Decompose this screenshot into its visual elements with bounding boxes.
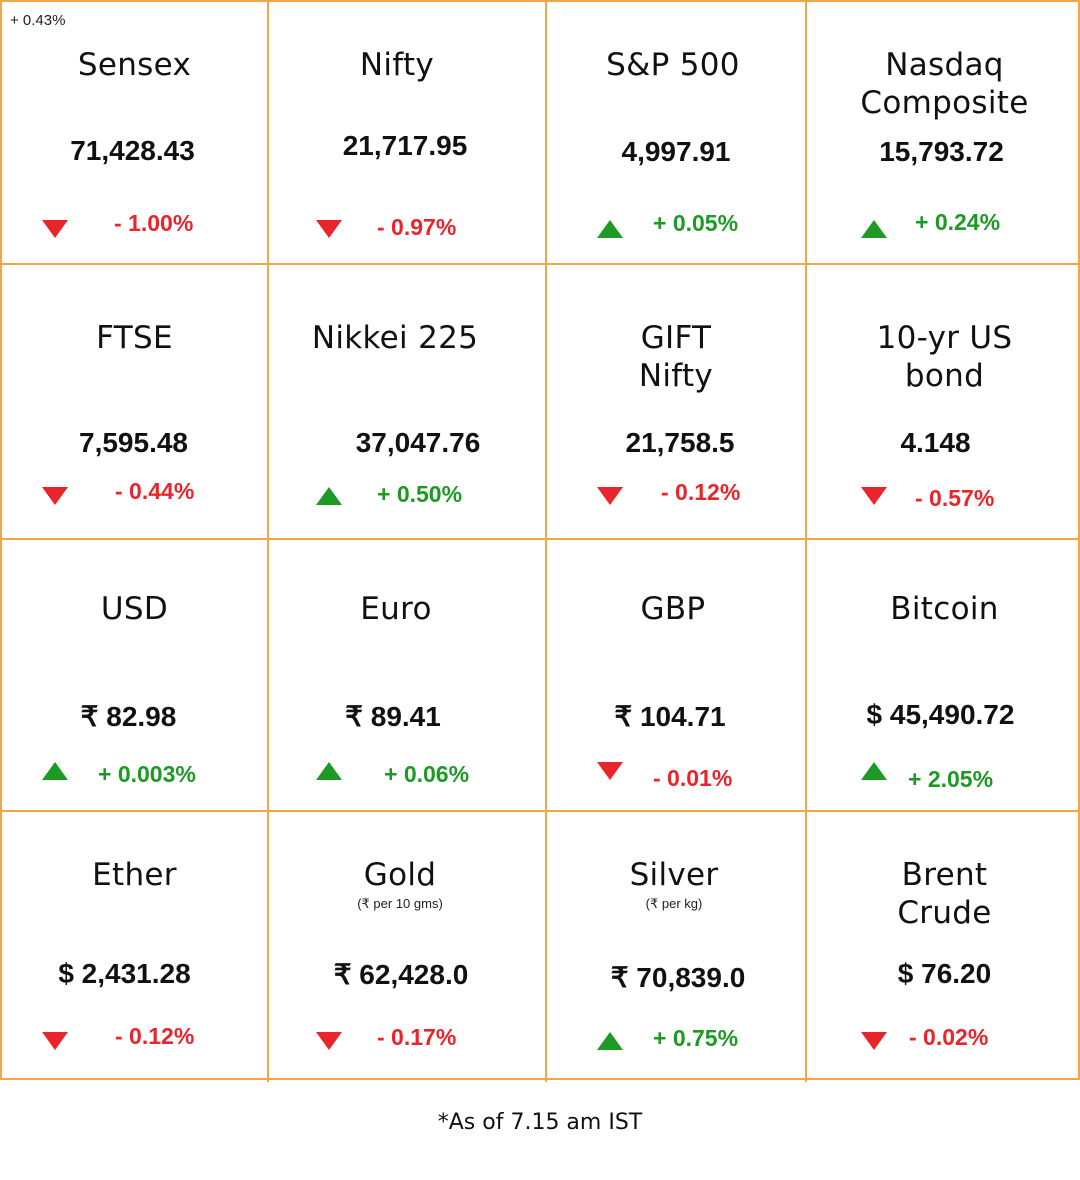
market-grid: Sensex 71,428.43 - 1.00% Nifty 21,717.95… xyxy=(0,0,1080,1082)
tile-name: Brent Crude xyxy=(897,857,992,931)
tile-name: S&P 500 xyxy=(606,47,740,83)
up-arrow-icon xyxy=(316,487,342,505)
tile-value: ₹ 62,428.0 xyxy=(333,959,469,990)
tile-gift-nifty: GIFT Nifty 21,758.5 - 0.12% xyxy=(547,265,807,540)
tile-name: GBP xyxy=(640,591,706,627)
tile-gold: Gold (₹ per 10 gms) ₹ 62,428.0 - 0.17% xyxy=(269,812,547,1082)
tile-brent-crude: Brent Crude $ 76.20 - 0.02% xyxy=(807,812,1080,1082)
tile-nifty: Nifty 21,717.95 - 0.97% xyxy=(269,2,547,265)
tile-euro: Euro ₹ 89.41 + 0.06% xyxy=(269,540,547,812)
corner-note: + 0.43% xyxy=(10,12,66,29)
tile-ftse: FTSE 7,595.48 - 0.44% xyxy=(2,265,269,540)
tile-value: $ 76.20 xyxy=(897,958,992,989)
tile-value: 4.148 xyxy=(900,427,971,458)
tile-unit: (₹ per 10 gms) xyxy=(357,896,443,911)
down-arrow-icon xyxy=(597,762,623,780)
tile-name: 10-yr US bond xyxy=(876,320,1013,394)
tile-value: 4,997.91 xyxy=(621,136,731,167)
tile-name: Ether xyxy=(92,857,177,893)
tile-name: Euro xyxy=(360,591,432,627)
tile-change: + 2.05% xyxy=(908,766,994,792)
up-arrow-icon xyxy=(42,762,68,780)
tile-name: Nikkei 225 xyxy=(311,320,479,356)
tile-value: 15,793.72 xyxy=(879,136,1004,167)
tile-value: ₹ 89.41 xyxy=(345,701,441,732)
down-arrow-icon xyxy=(42,487,68,505)
tile-bitcoin: Bitcoin $ 45,490.72 + 2.05% xyxy=(807,540,1080,812)
tile-name: GIFT Nifty xyxy=(638,320,714,394)
tile-name: Sensex xyxy=(77,47,192,83)
tile-change: - 0.97% xyxy=(377,214,457,240)
down-arrow-icon xyxy=(316,220,342,238)
tile-usd: USD ₹ 82.98 + 0.003% xyxy=(2,540,269,812)
tile-value: ₹ 70,839.0 xyxy=(610,962,746,993)
tile-ether: Ether $ 2,431.28 - 0.12% xyxy=(2,812,269,1082)
tile-name: FTSE xyxy=(96,320,173,356)
footnote: *As of 7.15 am IST xyxy=(437,1110,643,1135)
down-arrow-icon xyxy=(861,487,887,505)
down-arrow-icon xyxy=(316,1032,342,1050)
tile-value: ₹ 104.71 xyxy=(614,701,726,732)
tile-change: + 0.24% xyxy=(915,209,1001,235)
down-arrow-icon xyxy=(42,220,68,238)
tile-value: 37,047.76 xyxy=(355,427,481,458)
tile-change: + 0.003% xyxy=(98,761,196,787)
tile-change: - 0.12% xyxy=(115,1023,195,1049)
tile-name: Silver xyxy=(629,857,719,893)
tile-value: $ 45,490.72 xyxy=(866,699,1015,730)
tile-name: USD xyxy=(100,591,169,627)
tile-name: Nifty xyxy=(359,47,435,83)
tile-value: 21,717.95 xyxy=(342,130,468,161)
tile-change: - 0.44% xyxy=(115,478,195,504)
tile-change: - 1.00% xyxy=(114,210,194,236)
tile-silver: Silver (₹ per kg) ₹ 70,839.0 + 0.75% xyxy=(547,812,807,1082)
up-arrow-icon xyxy=(597,220,623,238)
tile-value: 21,758.5 xyxy=(625,427,735,458)
tile-change: + 0.50% xyxy=(377,481,463,507)
tile-sensex: Sensex 71,428.43 - 1.00% xyxy=(2,2,269,265)
tile-change: - 0.57% xyxy=(915,485,995,511)
tile-nikkei: Nikkei 225 37,047.76 + 0.50% xyxy=(269,265,547,540)
tile-value: 71,428.43 xyxy=(70,135,195,166)
tile-name: Bitcoin xyxy=(890,591,999,627)
tile-10yr-us-bond: 10-yr US bond 4.148 - 0.57% xyxy=(807,265,1080,540)
tile-value: ₹ 82.98 xyxy=(80,701,177,732)
down-arrow-icon xyxy=(597,487,623,505)
up-arrow-icon xyxy=(597,1032,623,1050)
tile-gbp: GBP ₹ 104.71 - 0.01% xyxy=(547,540,807,812)
tile-change: - 0.17% xyxy=(377,1024,457,1050)
tile-change: + 0.05% xyxy=(653,210,739,236)
tile-name: Nasdaq Composite xyxy=(860,47,1029,121)
tile-value: 7,595.48 xyxy=(79,427,188,458)
up-arrow-icon xyxy=(861,220,887,238)
up-arrow-icon xyxy=(316,762,342,780)
tile-change: - 0.12% xyxy=(661,479,741,505)
tile-unit: (₹ per kg) xyxy=(645,896,703,911)
tile-change: + 0.75% xyxy=(653,1025,739,1051)
tile-name: Gold xyxy=(363,857,437,893)
tile-value: $ 2,431.28 xyxy=(58,958,191,989)
up-arrow-icon xyxy=(861,762,887,780)
down-arrow-icon xyxy=(42,1032,68,1050)
tile-change: - 0.01% xyxy=(653,765,733,791)
tile-sp500: S&P 500 4,997.91 + 0.05% xyxy=(547,2,807,265)
tile-change: + 0.06% xyxy=(384,761,470,787)
tile-nasdaq: Nasdaq Composite 15,793.72 + 0.24% xyxy=(807,2,1080,265)
down-arrow-icon xyxy=(861,1032,887,1050)
tile-change: - 0.02% xyxy=(909,1024,989,1050)
